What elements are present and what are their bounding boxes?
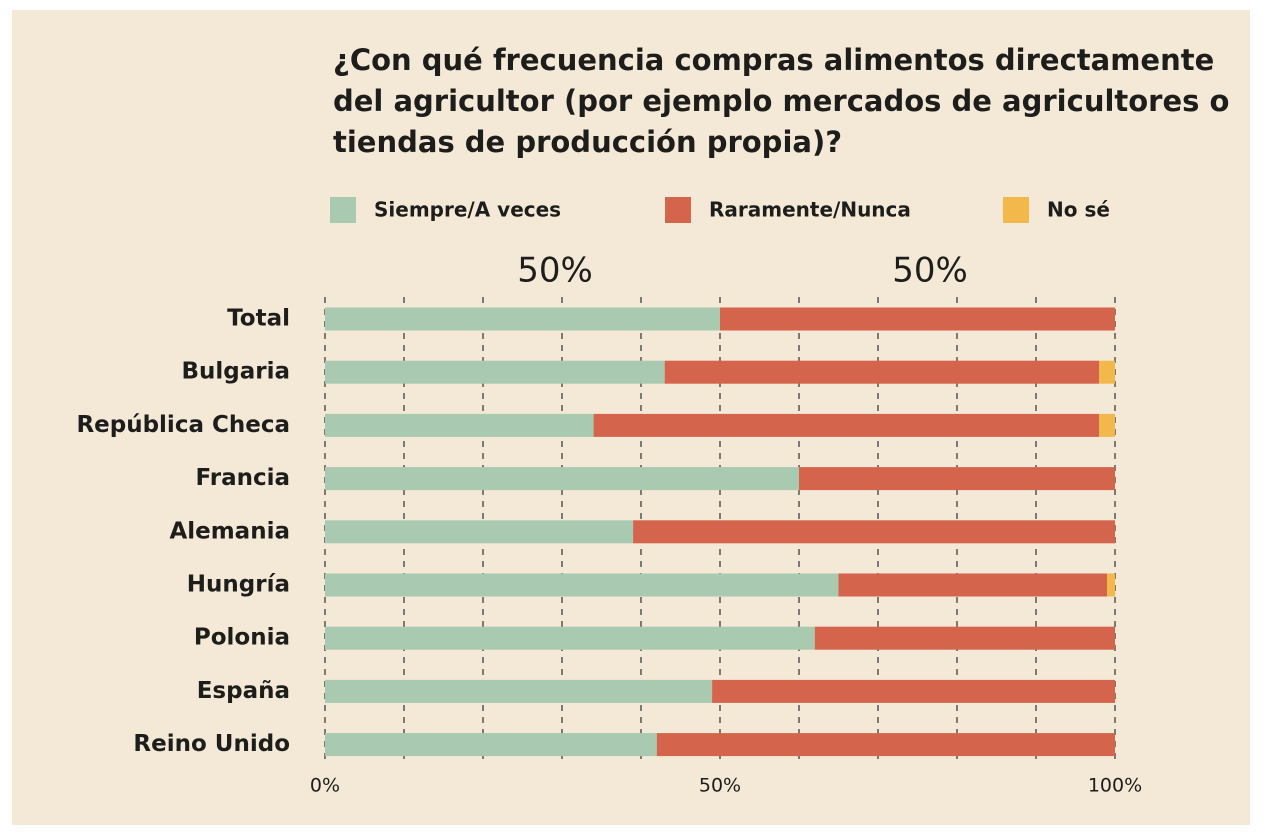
bar-segment <box>325 733 657 757</box>
bar-segment <box>1099 413 1115 437</box>
y-tick-label: España <box>197 678 290 704</box>
x-tick-label: 100% <box>1088 775 1142 797</box>
y-tick-label: Total <box>227 306 290 332</box>
bar-segment <box>593 413 1100 437</box>
y-tick-label: República Checa <box>76 412 290 438</box>
legend-label: Siempre/A veces <box>374 198 561 222</box>
bar-segment <box>325 413 594 437</box>
y-tick-label: Polonia <box>194 625 290 651</box>
y-tick-label: Hungría <box>187 572 290 598</box>
bar-segment <box>712 679 1115 703</box>
y-tick-label: Alemania <box>169 518 290 544</box>
bar-segment <box>325 360 665 384</box>
bar-segment <box>1107 573 1115 597</box>
annotation: 50% <box>517 251 593 291</box>
bar-segment <box>325 626 815 650</box>
legend-label: No sé <box>1047 198 1110 222</box>
bar-segment <box>1099 360 1115 384</box>
x-tick-label: 0% <box>310 775 340 797</box>
bar-segment <box>633 520 1115 544</box>
legend-swatch <box>665 197 691 223</box>
legend-label: Raramente/Nunca <box>709 198 911 222</box>
bar-segment <box>838 573 1108 597</box>
bar-segment <box>814 626 1115 650</box>
chart-title: ¿Con qué frecuencia compras alimentos di… <box>333 43 1230 159</box>
bar-segment <box>325 467 799 491</box>
y-tick-label: Reino Unido <box>133 731 290 757</box>
bar-segment <box>664 360 1100 384</box>
legend-swatch <box>330 197 356 223</box>
bar-segment <box>656 733 1115 757</box>
bar-segment <box>325 573 839 597</box>
y-tick-label: Francia <box>195 465 290 491</box>
y-tick-label: Bulgaria <box>181 359 290 385</box>
annotation: 50% <box>892 251 968 291</box>
bar-segment <box>799 467 1115 491</box>
bar-segment <box>325 679 713 703</box>
bar-segment <box>720 307 1115 331</box>
bar-segment <box>325 520 634 544</box>
bar-segment <box>325 307 720 331</box>
legend-swatch <box>1003 197 1029 223</box>
x-tick-label: 50% <box>699 775 741 797</box>
